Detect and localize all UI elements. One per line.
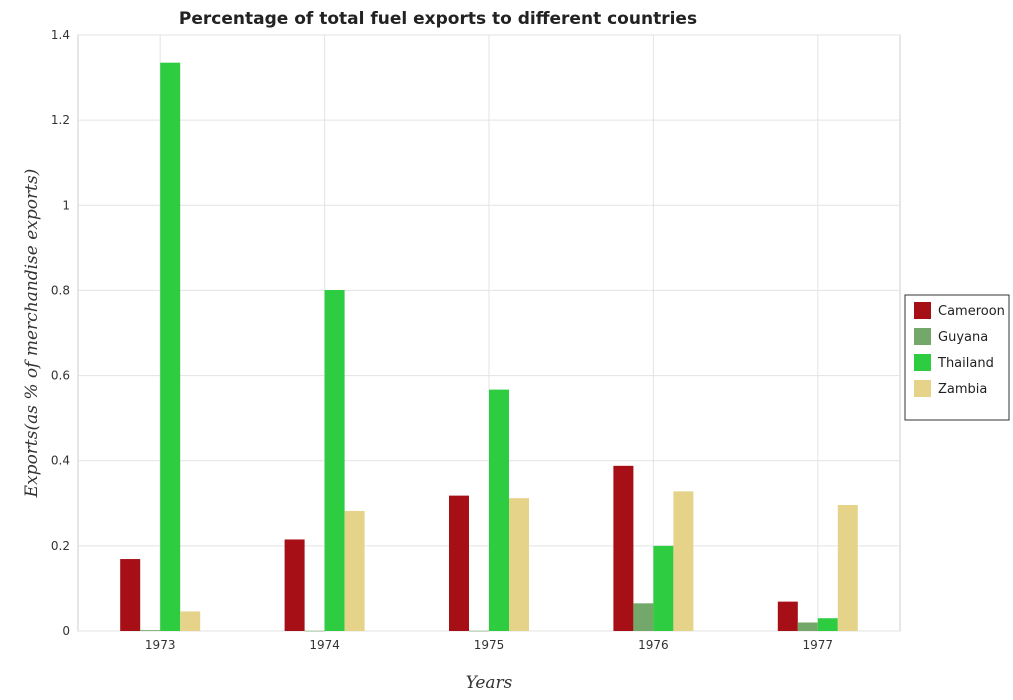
bar-cameroon-1974 [284, 539, 305, 631]
bar-thailand-1973 [160, 62, 181, 631]
legend-swatch-cameroon [914, 302, 931, 319]
bar-guyana-1975 [469, 630, 489, 632]
legend-label-guyana: Guyana [938, 330, 988, 345]
bar-zambia-1975 [509, 498, 529, 631]
x-tick-label: 1974 [309, 638, 340, 652]
y-tick-label: 0 [62, 624, 70, 638]
bar-guyana-1976 [633, 603, 654, 631]
legend-label-thailand: Thailand [937, 356, 994, 371]
bar-zambia-1973 [180, 611, 201, 631]
x-tick-label: 1975 [474, 638, 505, 652]
y-tick-label: 0.4 [51, 454, 70, 468]
y-tick-label: 1.4 [51, 28, 70, 42]
bar-guyana-1973 [140, 630, 161, 631]
bar-cameroon-1977 [777, 601, 798, 631]
bar-thailand-1976 [653, 545, 674, 631]
bar-zambia-1977 [837, 504, 858, 631]
bar-thailand-1975 [489, 389, 509, 631]
bar-guyana-1977 [797, 622, 818, 631]
legend-label-zambia: Zambia [938, 382, 987, 397]
bar-thailand-1977 [817, 618, 838, 631]
x-axis-ticks: 1973 1974 1975 1976 1977 [145, 638, 833, 652]
bar-zambia-1976 [673, 491, 694, 631]
bar-guyana-1974 [304, 630, 325, 632]
y-tick-label: 1.2 [51, 113, 70, 127]
y-axis-label: Exports(as % of merchandise exports) [22, 169, 42, 499]
chart-title: Percentage of total fuel exports to diff… [179, 9, 697, 29]
legend-swatch-thailand [914, 354, 931, 371]
y-tick-label: 0.2 [51, 539, 70, 553]
y-axis-ticks: 0 0.2 0.4 0.6 0.8 1 1.2 1.4 [51, 28, 70, 638]
x-axis-label: Years [466, 673, 513, 693]
legend-swatch-zambia [914, 380, 931, 397]
x-tick-label: 1976 [638, 638, 669, 652]
bar-thailand-1974 [324, 290, 345, 631]
y-tick-label: 1 [62, 198, 70, 212]
legend: Cameroon Guyana Thailand Zambia [904, 294, 1010, 421]
bar-cameroon-1976 [613, 465, 634, 631]
bar-cameroon-1975 [449, 495, 469, 631]
legend-swatch-guyana [914, 328, 931, 345]
bars [120, 62, 858, 632]
legend-label-cameroon: Cameroon [938, 304, 1005, 319]
x-tick-label: 1977 [803, 638, 834, 652]
plot-area: 00.20.40.60.811.21.4 1973 1974 1975 1976 197… [51, 28, 901, 652]
y-tick-label: 0.6 [51, 369, 70, 383]
bar-zambia-1974 [344, 510, 365, 631]
y-tick-label: 0.8 [51, 283, 70, 297]
x-tick-label: 1973 [145, 638, 176, 652]
bar-cameroon-1973 [120, 559, 141, 631]
